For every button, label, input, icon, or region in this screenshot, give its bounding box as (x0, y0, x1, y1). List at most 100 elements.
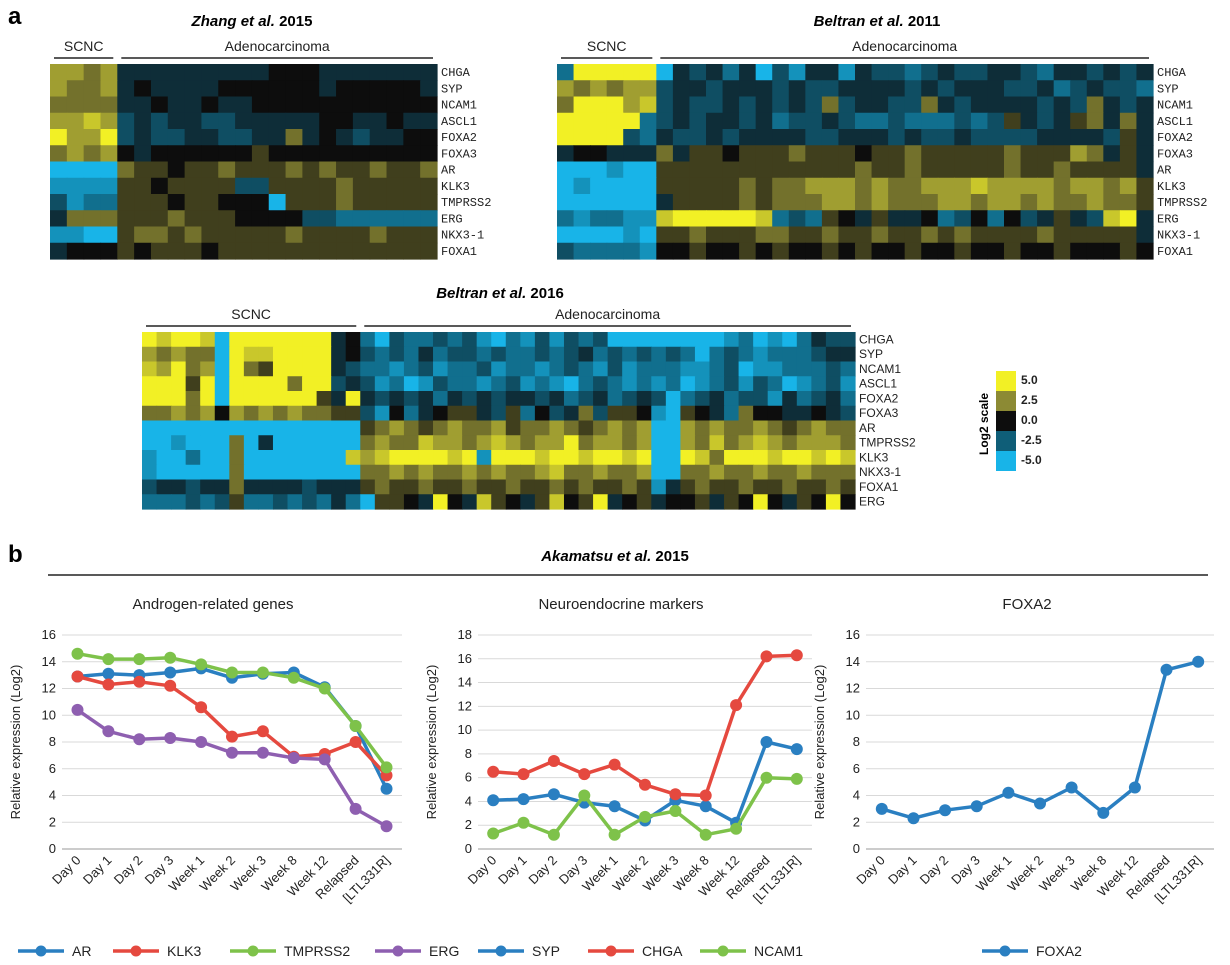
heatmap-cell (386, 194, 404, 211)
heatmap-cell (1086, 145, 1104, 163)
heatmap-cell (1136, 80, 1154, 98)
heatmap-cell (782, 494, 798, 510)
heatmap-cell (722, 80, 740, 98)
heatmap-cell (520, 479, 536, 495)
data-point (487, 794, 500, 807)
heatmap-cell (218, 226, 236, 244)
heatmap-cell (987, 177, 1005, 195)
heatmap-cell (272, 435, 289, 451)
heatmap-cell (821, 80, 840, 98)
heatmap-cell (838, 129, 856, 146)
heatmap-cell (871, 129, 889, 146)
heatmap-cell (336, 194, 354, 211)
heatmap-cell (184, 129, 203, 146)
heatmap-cell (420, 177, 438, 195)
data-point (669, 788, 682, 801)
heatmap-cell (706, 96, 724, 114)
heatmap-cell (1020, 210, 1038, 228)
heatmap-cell (937, 226, 955, 244)
heatmap-cell (1037, 64, 1055, 81)
heatmap-cell (389, 332, 405, 348)
heatmap-cell (167, 210, 186, 228)
heatmap-cell (738, 405, 754, 422)
heatmap-cell (520, 464, 536, 481)
heatmap-cell (871, 145, 889, 163)
heatmap-cell (1103, 145, 1121, 163)
heatmap-cell (1004, 129, 1022, 146)
heatmap-cell (447, 494, 463, 510)
heatmap-cell (302, 194, 320, 211)
heatmap-cell (374, 405, 390, 422)
heatmap-cell (420, 145, 438, 163)
heatmap-cell (200, 376, 216, 392)
heatmap-cell (491, 450, 507, 466)
data-point (547, 828, 560, 841)
heatmap-cell (578, 420, 594, 436)
heatmap-cell (578, 450, 594, 466)
heatmap-cell (606, 80, 624, 98)
gene-label: AR (1157, 164, 1171, 178)
x-tick-label: Day 2 (111, 853, 146, 888)
heatmap-cell (418, 376, 434, 392)
heatmap-cell (66, 242, 85, 260)
heatmap-cell (345, 332, 361, 348)
legend-label: TMPRSS2 (284, 943, 350, 959)
heatmap-cell (336, 161, 354, 179)
heatmap-cell (319, 64, 337, 81)
heatmap-cell (369, 161, 388, 179)
heatmap-cell (287, 464, 303, 481)
heatmap-cell (403, 210, 421, 228)
gene-label: AR (859, 421, 876, 435)
heatmap-cell (150, 64, 169, 81)
heatmap-cell (505, 479, 521, 495)
y-tick-label: 6 (853, 761, 860, 776)
heatmap-cell (185, 450, 201, 466)
heatmap-cell (386, 96, 404, 114)
heatmap-cell (840, 464, 856, 481)
data-point (608, 800, 621, 813)
heatmap-cell (573, 112, 591, 130)
heatmap-cell (491, 420, 507, 436)
heatmap-cell (622, 405, 638, 422)
heatmap-cell (352, 80, 371, 98)
heatmap-cell (937, 177, 955, 195)
heatmap-cell (66, 64, 85, 81)
heatmap-cell (755, 194, 773, 211)
heatmap-cell (636, 420, 652, 436)
heatmap-cell (694, 450, 711, 466)
heatmap-cell (331, 361, 347, 377)
heatmap-cell (954, 194, 972, 211)
heatmap-cell (352, 194, 371, 211)
heatmap-cell (623, 194, 641, 211)
heatmap-cell (319, 112, 337, 130)
heatmap-cell (606, 210, 624, 228)
y-tick-label: 12 (42, 681, 56, 696)
heatmap-cell (724, 435, 740, 451)
heatmap-cell (706, 80, 724, 98)
data-point (578, 789, 591, 802)
heatmap-cell (1086, 161, 1104, 179)
heatmap-cell (811, 391, 827, 407)
scale-swatch (996, 431, 1016, 451)
heatmap-cell (709, 391, 725, 407)
heatmap-cell (218, 112, 236, 130)
heatmap-cell (590, 96, 608, 114)
heatmap-cell (549, 376, 565, 392)
heatmap-cell (722, 129, 740, 146)
heatmap-cell (476, 435, 492, 451)
heatmap-cell (66, 96, 85, 114)
heatmap-cell (694, 464, 711, 481)
heatmap-cell (272, 376, 289, 392)
heatmap-cell (767, 391, 783, 407)
heatmap-zhang-2015: CHGASYPNCAM1ASCL1FOXA2FOXA3ARKLK3TMPRSS2… (50, 38, 491, 260)
heatmap-cell (1086, 129, 1104, 146)
heatmap-cell (557, 226, 575, 244)
heatmap-cell (593, 420, 609, 436)
heatmap-cell (185, 420, 201, 436)
heatmap-cell (476, 405, 492, 422)
gene-label: NKX3-1 (441, 229, 484, 243)
heatmap-cell (904, 242, 922, 260)
heatmap-cell (788, 210, 806, 228)
heatmap-cell (838, 96, 856, 114)
heatmap-cell (268, 112, 287, 130)
